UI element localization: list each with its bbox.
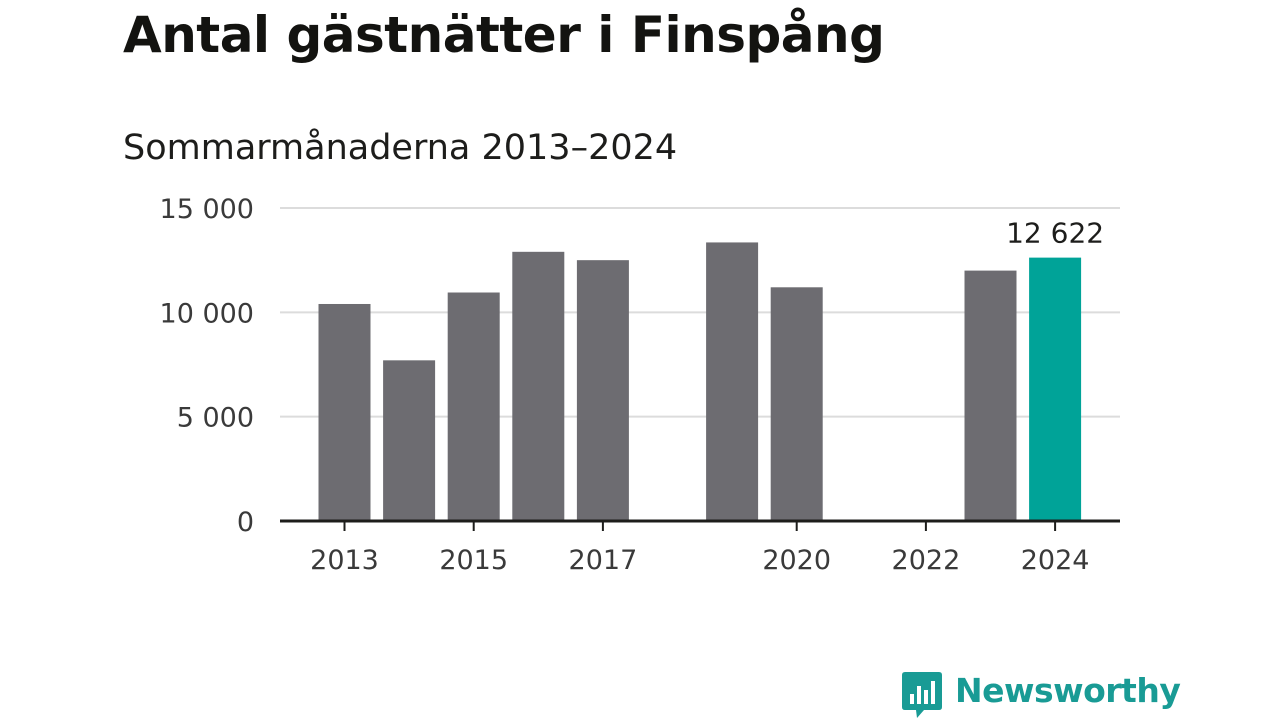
bar-chart-speech-bubble-icon — [902, 672, 942, 718]
x-tick-label: 2017 — [569, 545, 638, 576]
labels: 0 5 000 10 000 15 000 2013 2015 2017 2020 2022 20… — [160, 194, 1105, 576]
x-axis — [280, 519, 1120, 531]
bar-chart: 0 5 000 10 000 15 000 2013 2015 2017 2020 2022 20… — [160, 194, 1120, 576]
x-tick-label: 2024 — [1021, 545, 1090, 576]
bars — [318, 242, 1082, 521]
x-tick-label: 2022 — [892, 545, 961, 576]
chart-title: Antal gästnätter i Finspång — [123, 6, 885, 64]
y-tick-label: 0 — [237, 507, 254, 538]
bar-2020 — [770, 287, 823, 521]
bar-2016 — [512, 251, 565, 521]
x-tick-label: 2013 — [310, 545, 379, 576]
chart-subtitle: Sommarmånaderna 2013–2024 — [123, 128, 678, 168]
y-tick-label: 10 000 — [160, 298, 254, 329]
bar-2014 — [383, 360, 436, 521]
x-tick-label: 2015 — [439, 545, 508, 576]
y-tick-label: 5 000 — [177, 403, 254, 434]
newsworthy-logo: Newsworthy — [901, 670, 1181, 720]
bar-2017 — [576, 260, 629, 521]
brand-name: Newsworthy — [955, 671, 1181, 710]
bar-2015 — [447, 292, 500, 521]
bar-2013 — [318, 303, 371, 521]
bar-data-label: 12 622 — [1006, 217, 1104, 250]
bar-2023 — [964, 270, 1017, 521]
x-tick-label: 2020 — [762, 545, 831, 576]
bar-2024 — [1029, 257, 1082, 521]
bar-2019 — [706, 242, 759, 521]
y-tick-label: 15 000 — [160, 194, 254, 225]
